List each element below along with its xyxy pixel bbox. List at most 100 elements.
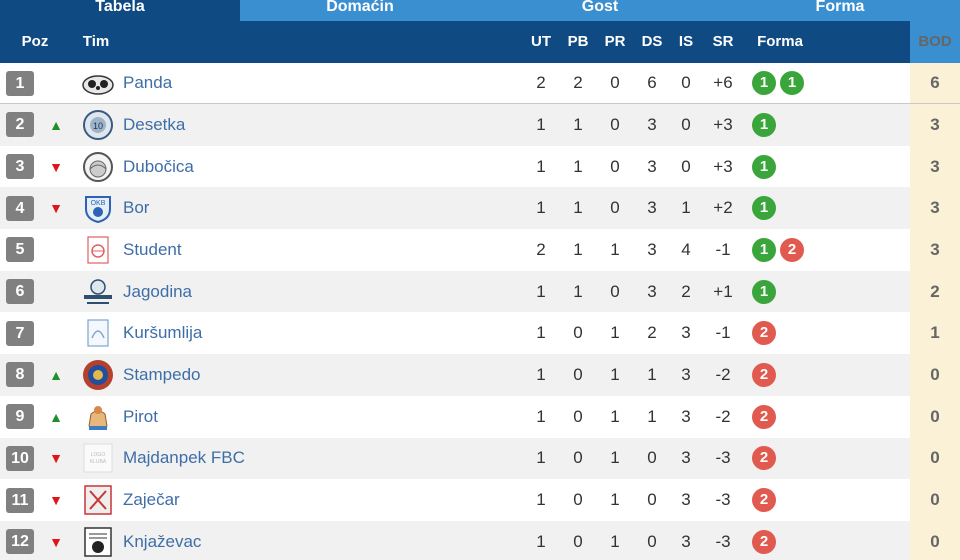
trend-up-icon: ▲ (49, 116, 63, 133)
position-badge: 7 (6, 320, 34, 346)
form-loss-badge[interactable]: 2 (752, 488, 776, 513)
cell-ut: 2 (536, 239, 546, 259)
position-badge: 2 (6, 112, 34, 138)
team-name-link[interactable]: Student (123, 239, 182, 259)
table-row[interactable]: 4 ▼ OKB Bor 1 1 0 3 1 +2 1 3 (0, 187, 960, 230)
form-cell: 2 (752, 396, 872, 438)
cell-ut: 2 (536, 73, 546, 92)
cell-is: 3 (681, 448, 691, 468)
form-loss-badge[interactable]: 2 (752, 321, 776, 346)
trend-none (47, 271, 65, 313)
tab-tabela[interactable]: Tabela (0, 0, 240, 21)
team-name-link[interactable]: Dubočica (123, 156, 194, 176)
cell-ds: 1 (647, 406, 657, 426)
cell-pb: 0 (573, 323, 583, 343)
form-loss-badge[interactable]: 2 (752, 404, 776, 429)
team-name-link[interactable]: Panda (123, 73, 173, 92)
position-cell: 5 (6, 229, 34, 271)
cell-ds: 3 (647, 156, 657, 176)
cell-is: 0 (681, 114, 691, 134)
cell-ds: 3 (647, 239, 657, 259)
table-row[interactable]: 7 Kuršumlija 1 0 1 2 3 -1 2 1 (0, 312, 960, 355)
trend-none (47, 63, 65, 103)
cell-ut: 1 (536, 364, 546, 384)
table-row[interactable]: 2 ▲ 10 Desetka 1 1 0 3 0 +3 1 3 (0, 104, 960, 146)
cell-ds: 3 (647, 281, 657, 301)
cell-ds: 0 (647, 490, 657, 510)
trend-up-icon: ▲ (49, 366, 63, 383)
cell-bod: 0 (910, 395, 960, 438)
form-win-badge[interactable]: 1 (752, 71, 776, 95)
cell-is: 4 (681, 239, 691, 259)
cell-pr: 0 (610, 156, 620, 176)
table-row[interactable]: 9 ▲ Pirot 1 0 1 1 3 -2 2 0 (0, 395, 960, 438)
team-logo: 10 (80, 104, 116, 146)
team-name-link[interactable]: Pirot (123, 406, 158, 426)
form-cell: 1 (752, 271, 872, 313)
svg-text:OKB: OKB (91, 200, 106, 207)
cell-is: 3 (681, 406, 691, 426)
position-badge: 8 (6, 362, 34, 388)
form-cell: 2 (752, 479, 872, 521)
tab-gost[interactable]: Gost (581, 0, 619, 15)
team-name-link[interactable]: Knjaževac (123, 531, 202, 551)
form-win-badge[interactable]: 1 (752, 112, 776, 137)
position-badge: 5 (6, 237, 34, 263)
cell-is: 3 (681, 323, 691, 343)
standings-table: 1 Panda 2 2 0 6 0 +6 1 1 6 2 ▲ 10 Desetka 1 1 0 3 0 +3 1 3 3 ▼ Du… (0, 63, 960, 560)
table-row[interactable]: 11 ▼ Zaječar 1 0 1 0 3 -3 2 0 (0, 479, 960, 521)
cell-bod: 0 (910, 437, 960, 480)
team-name-link[interactable]: Desetka (123, 114, 186, 134)
cell-sr: -2 (715, 364, 731, 384)
position-cell: 4 (6, 187, 34, 229)
position-badge: 9 (6, 404, 34, 430)
svg-text:LOGO: LOGO (91, 452, 106, 458)
cell-pb: 0 (573, 490, 583, 510)
table-row[interactable]: 3 ▼ Dubočica 1 1 0 3 0 +3 1 3 (0, 145, 960, 188)
table-row[interactable]: 5 Student 2 1 1 3 4 -1 1 2 3 (0, 229, 960, 271)
cell-ut: 1 (536, 323, 546, 343)
cell-pb: 0 (573, 406, 583, 426)
tab-domacin[interactable]: Domaćin (326, 0, 394, 15)
header-pb: PB (567, 33, 589, 50)
table-row[interactable]: 1 Panda 2 2 0 6 0 +6 1 1 6 (0, 63, 960, 104)
position-badge: 4 (6, 195, 34, 221)
form-win-badge[interactable]: 1 (752, 196, 776, 221)
team-name-link[interactable]: Bor (123, 198, 150, 218)
position-badge: 1 (6, 70, 34, 96)
cell-sr: -3 (715, 490, 731, 510)
team-name-link[interactable]: Jagodina (123, 281, 193, 301)
cell-is: 3 (681, 531, 691, 551)
form-loss-badge[interactable]: 2 (780, 237, 804, 262)
header-sr: SR (712, 33, 734, 50)
cell-ds: 2 (647, 323, 657, 343)
cell-ds: 6 (647, 73, 657, 92)
team-name-link[interactable]: Zaječar (123, 490, 180, 510)
form-win-badge[interactable]: 1 (752, 279, 776, 304)
cell-pr: 1 (610, 490, 620, 510)
position-cell: 8 (6, 354, 34, 396)
cell-ut: 1 (536, 448, 546, 468)
table-row[interactable]: 8 ▲ Stampedo 1 0 1 1 3 -2 2 0 (0, 354, 960, 396)
team-name-link[interactable]: Majdanpek FBC (123, 448, 245, 468)
cell-pr: 0 (610, 281, 620, 301)
form-loss-badge[interactable]: 2 (752, 446, 776, 471)
form-loss-badge[interactable]: 2 (752, 362, 776, 387)
cell-ut: 1 (536, 198, 546, 218)
table-row[interactable]: 10 ▼ LOGO KLUBA Majdanpek FBC 1 0 1 0 3 -3 2 0 (0, 437, 960, 480)
form-win-badge[interactable]: 1 (752, 237, 776, 262)
team-name-link[interactable]: Kuršumlija (123, 323, 203, 343)
form-win-badge[interactable]: 1 (780, 71, 804, 95)
cell-sr: -3 (715, 531, 731, 551)
table-row[interactable]: 12 ▼ Knjaževac 1 0 1 0 3 -3 2 0 (0, 520, 960, 560)
form-cell: 2 (752, 354, 872, 396)
form-cell: 1 (752, 104, 872, 146)
cell-is: 3 (681, 364, 691, 384)
team-name-link[interactable]: Stampedo (123, 364, 201, 384)
form-win-badge[interactable]: 1 (752, 154, 776, 179)
table-row[interactable]: 6 Jagodina 1 1 0 3 2 +1 1 2 (0, 270, 960, 313)
form-cell: 1 (752, 146, 872, 188)
tab-forma[interactable]: Forma (815, 0, 865, 15)
cell-ds: 0 (647, 531, 657, 551)
form-loss-badge[interactable]: 2 (752, 529, 776, 554)
